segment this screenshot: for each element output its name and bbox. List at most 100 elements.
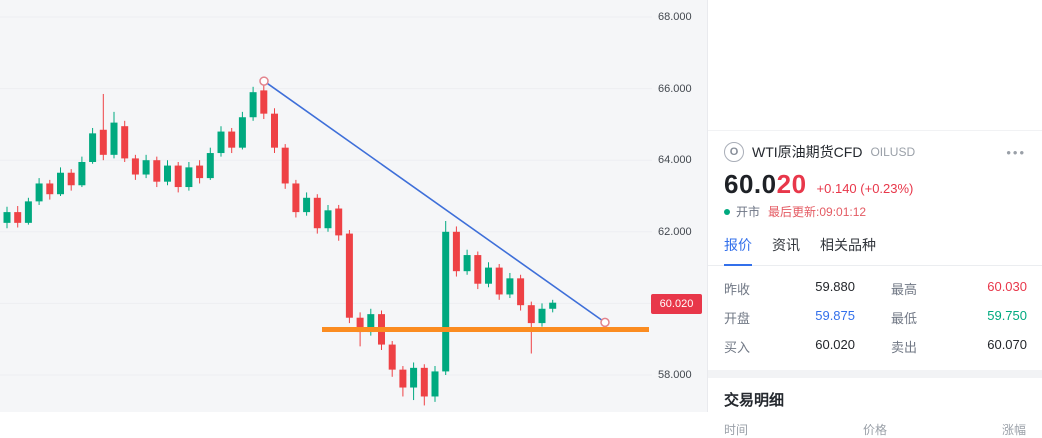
label-ask: 卖出	[891, 340, 918, 355]
value-high: 60.030	[987, 279, 1027, 294]
value-low: 59.750	[987, 308, 1027, 323]
candle-body	[271, 113, 278, 148]
candle-body	[495, 267, 503, 295]
candle-body	[281, 147, 289, 184]
candle-body	[3, 212, 11, 223]
candle-body	[474, 255, 482, 284]
tab-quotes[interactable]: 报价	[724, 228, 752, 266]
trendline	[263, 80, 606, 324]
trendline-handle	[259, 76, 269, 86]
candle-body	[249, 92, 257, 118]
candle-body	[517, 278, 525, 306]
tab-news[interactable]: 资讯	[772, 237, 800, 253]
candle-body	[452, 231, 460, 272]
candle-body	[463, 255, 471, 272]
candle-body	[238, 117, 246, 148]
instrument-code: OILUSD	[870, 145, 916, 159]
column-time: 时间	[724, 423, 749, 437]
candle-body	[196, 165, 204, 179]
y-axis-label: 66.000	[658, 83, 692, 95]
candlestick-chart[interactable]	[0, 0, 652, 412]
candle-body	[57, 172, 64, 195]
candle-body	[78, 161, 86, 186]
instrument-header: O WTI原油期货CFD OILUSD •••	[708, 131, 1042, 163]
candle-body	[89, 133, 97, 162]
y-axis-label: 68.000	[658, 11, 692, 23]
candle-body	[131, 158, 139, 175]
current-price: 60.020	[724, 169, 807, 200]
candle-body	[174, 165, 182, 188]
more-options-button[interactable]: •••	[1006, 144, 1026, 160]
candle-body	[153, 160, 161, 182]
market-status-row: 开市 最后更新:09:01:12	[708, 199, 1042, 220]
label-open: 开盘	[724, 311, 751, 326]
y-axis-label: 58.000	[658, 369, 692, 381]
candle-body	[164, 165, 171, 182]
candle-body	[356, 317, 364, 333]
section-divider	[708, 370, 1042, 378]
candle-body	[399, 369, 407, 388]
value-prev-close: 59.880	[815, 279, 855, 294]
candle-body	[335, 208, 343, 236]
candle-body	[367, 314, 375, 333]
price-row: 60.020 +0.140 (+0.23%)	[708, 163, 1042, 199]
label-high: 最高	[891, 282, 918, 297]
label-low: 最低	[891, 311, 918, 326]
panel-tabs: 报价 资讯 相关品种	[708, 228, 1042, 266]
candle-body	[410, 367, 418, 388]
last-updated-label: 最后更新:09:01:12	[768, 205, 867, 219]
candle-body	[527, 305, 535, 324]
candle-body	[292, 183, 300, 213]
candle-body	[260, 90, 268, 114]
candle-body	[313, 197, 321, 229]
candle-body	[388, 344, 396, 370]
candle-body	[99, 129, 107, 155]
candle-body	[549, 302, 557, 309]
price-last-digits: 20	[776, 169, 807, 199]
y-axis: 68.000 66.000 64.000 62.000 60.000 58.00…	[656, 0, 706, 412]
y-axis-label: 64.000	[658, 154, 692, 166]
value-open: 59.875	[815, 308, 855, 323]
candle-body	[142, 160, 150, 175]
column-change: 涨幅	[1001, 423, 1026, 437]
quote-grid: 昨收 59.880 最高 60.030 开盘 59.875 最低 59.750 …	[708, 266, 1042, 370]
price-main: 60.0	[724, 169, 777, 199]
candle-body	[24, 201, 32, 223]
candle-body	[442, 231, 450, 372]
trade-detail-columns: 时间 价格 涨幅	[708, 415, 1042, 438]
candle-body	[14, 212, 22, 223]
label-bid: 买入	[724, 340, 751, 355]
candle-body	[217, 131, 225, 154]
label-prev-close: 昨收	[724, 282, 751, 297]
quote-panel: O WTI原油期货CFD OILUSD ••• 60.020 +0.140 (+…	[707, 0, 1042, 437]
value-bid: 60.020	[815, 337, 855, 352]
candle-body	[420, 367, 428, 397]
candle-body	[485, 267, 492, 284]
trendline-handle	[600, 317, 610, 328]
value-ask: 60.070	[987, 337, 1027, 352]
y-axis-label: 62.000	[658, 226, 692, 238]
candle-body	[324, 210, 332, 229]
candle-body	[185, 167, 193, 188]
candle-body	[303, 197, 311, 213]
price-change: +0.140 (+0.23%)	[816, 181, 914, 196]
instrument-name: WTI原油期货CFD	[752, 144, 863, 160]
market-status-label: 开市	[736, 205, 761, 219]
candle-body	[206, 153, 214, 179]
panel-top-spacer	[708, 0, 1042, 131]
candle-body	[228, 131, 236, 148]
candle-body	[506, 278, 514, 295]
candle-body	[431, 371, 439, 397]
tab-related[interactable]: 相关品种	[820, 237, 876, 253]
instrument-icon: O	[724, 142, 744, 162]
column-price: 价格	[862, 423, 887, 437]
last-price-tag: 60.020	[651, 294, 702, 314]
trade-detail-title: 交易明细	[724, 392, 785, 409]
candle-body	[121, 126, 129, 159]
price-chart-area[interactable]: 68.000 66.000 64.000 62.000 60.000 58.00…	[0, 0, 707, 412]
candle-body	[67, 172, 75, 186]
candle-body	[345, 233, 353, 318]
market-open-dot	[724, 208, 730, 215]
candle-body	[538, 308, 546, 324]
candle-body	[35, 183, 43, 202]
